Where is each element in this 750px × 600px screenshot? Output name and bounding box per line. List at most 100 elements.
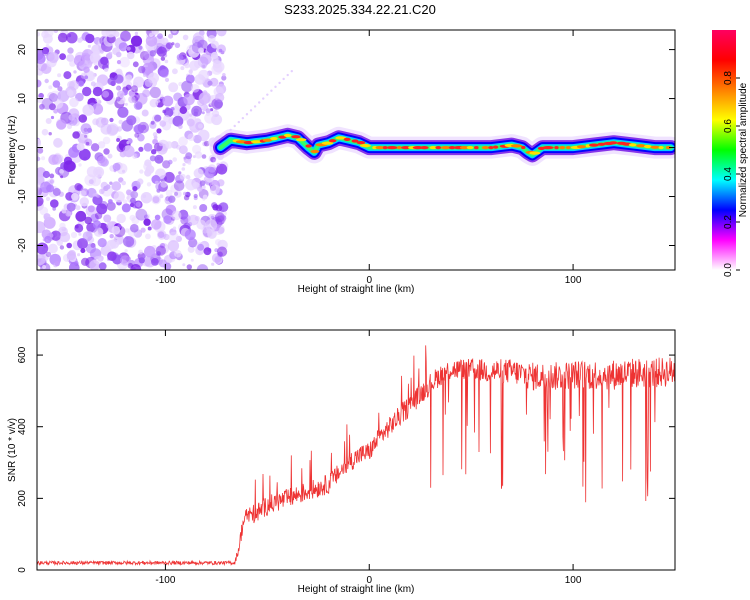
streak-dot — [274, 85, 277, 89]
noise-blob — [121, 180, 126, 186]
noise-blob — [77, 253, 81, 257]
y-tick-label: 0 — [17, 144, 28, 150]
noise-blob — [129, 214, 136, 221]
streak-dot — [245, 113, 249, 116]
noise-blob — [37, 53, 46, 65]
noise-blob — [143, 143, 153, 152]
noise-blob — [182, 263, 186, 267]
noise-blob — [117, 106, 129, 118]
noise-blob — [144, 159, 152, 167]
noise-blob — [37, 153, 40, 157]
noise-blob — [136, 153, 140, 157]
snr-line — [37, 345, 675, 567]
noise-blob — [137, 178, 144, 185]
noise-blob — [68, 146, 80, 158]
colorbar-bar — [712, 30, 736, 270]
noise-blob — [185, 178, 197, 191]
noise-blob — [178, 124, 183, 129]
noise-blob — [169, 228, 177, 236]
noise-blob — [43, 213, 51, 221]
noise-blob — [198, 69, 210, 81]
noise-blob — [170, 141, 179, 149]
snr-y-axis: 0 200 400 600 — [17, 346, 675, 573]
ridge-hotspot — [351, 139, 359, 143]
noise-blob — [124, 228, 130, 233]
ridge-hotspot — [628, 143, 637, 147]
ridge-hotspot — [412, 146, 423, 150]
ridge-hotspot — [576, 145, 587, 149]
noise-blob — [135, 201, 141, 208]
ridge-hotspot — [488, 146, 494, 150]
noise-blob — [72, 118, 80, 127]
noise-blob — [174, 191, 179, 196]
ridge-hotspot — [474, 146, 479, 150]
noise-blob — [67, 90, 74, 97]
noise-blob — [37, 138, 41, 146]
ridge-hotspot — [554, 146, 559, 150]
noise-blob — [131, 216, 140, 225]
ridge-hotspot — [589, 143, 599, 147]
noise-blob — [113, 191, 125, 203]
noise-blob — [135, 208, 148, 221]
noise-blob — [37, 68, 44, 76]
noise-blob — [87, 205, 95, 213]
noise-blob — [168, 82, 179, 93]
noise-blob — [84, 216, 92, 225]
noise-blob — [209, 184, 220, 195]
noise-blob — [77, 238, 88, 249]
ridge-hotspot — [459, 146, 470, 150]
noise-blob — [210, 51, 219, 60]
noise-blob — [183, 93, 195, 106]
noise-blob — [119, 56, 130, 68]
noise-blob — [79, 197, 90, 207]
noise-blob — [172, 115, 184, 127]
ridge-hotspot — [386, 146, 398, 150]
noise-blob — [130, 190, 139, 199]
ridge-hotspot — [382, 146, 388, 150]
noise-blob — [78, 114, 88, 123]
noise-blob — [120, 30, 131, 42]
noise-blob — [101, 30, 111, 37]
noise-blob — [54, 260, 60, 267]
noise-blob — [114, 74, 124, 84]
noise-blob — [210, 215, 215, 220]
noise-blob — [188, 214, 199, 226]
noise-blob — [48, 243, 58, 254]
noise-blob — [126, 46, 131, 51]
noise-blob — [163, 115, 171, 123]
noise-blob — [209, 77, 219, 87]
noise-blob — [82, 104, 94, 116]
noise-blob — [78, 148, 91, 161]
ridge-hotspot — [529, 151, 541, 155]
noise-blob — [85, 205, 97, 217]
noise-blob — [37, 79, 42, 88]
streak-dot — [282, 77, 285, 81]
noise-blob — [66, 251, 76, 261]
noise-blob — [154, 180, 159, 185]
noise-blob — [186, 264, 192, 270]
noise-blob — [183, 195, 190, 201]
noise-blob — [50, 115, 55, 120]
noise-blob — [138, 65, 146, 74]
chart-title: S233.2025.334.22.21.C20 — [284, 2, 436, 17]
noise-blob — [124, 249, 128, 253]
noise-blob — [202, 228, 212, 238]
noise-blob — [159, 142, 163, 147]
noise-blob — [204, 166, 216, 179]
noise-blob — [111, 225, 121, 235]
noise-blob — [49, 179, 54, 184]
noise-blob — [168, 33, 174, 39]
noise-blob — [49, 173, 55, 179]
noise-blob — [48, 85, 53, 90]
streak-dot — [270, 89, 273, 92]
noise-blob — [84, 134, 88, 138]
noise-blob — [96, 203, 108, 215]
noise-blob — [184, 62, 190, 69]
noise-blob — [216, 163, 228, 175]
colorbar: 0.0 0.2 0.4 0.6 0.8 Normalized spectral ampl… — [712, 30, 749, 277]
noise-blob — [194, 151, 203, 159]
noise-blob — [182, 163, 186, 167]
noise-blob — [53, 30, 59, 33]
noise-blob — [142, 254, 146, 258]
